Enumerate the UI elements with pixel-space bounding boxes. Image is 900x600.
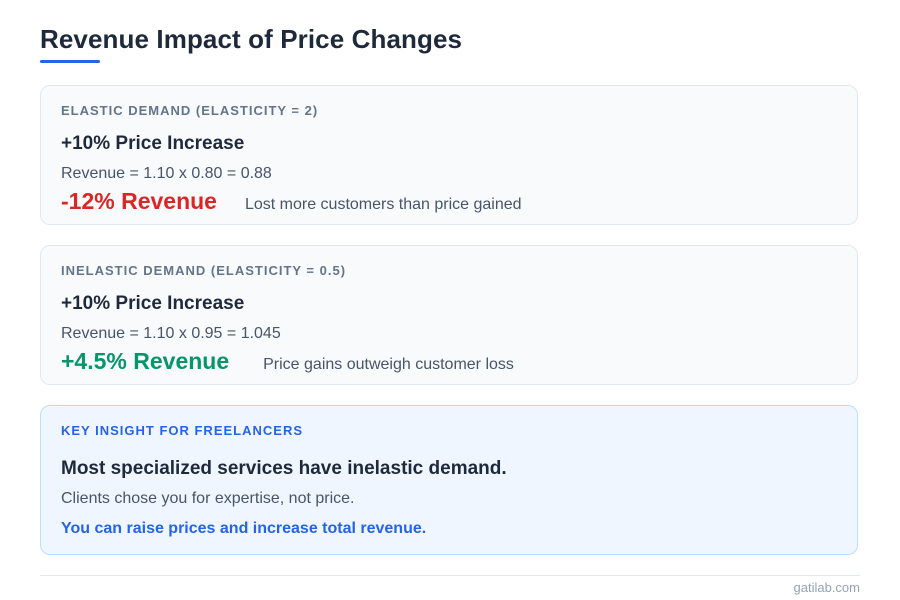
revenue-formula: Revenue = 1.10 x 0.95 = 1.045 — [61, 325, 281, 342]
revenue-formula: Revenue = 1.10 x 0.80 = 0.88 — [61, 165, 272, 182]
insight-subtext: Clients chose you for expertise, not pri… — [61, 490, 355, 507]
result-row: -12% Revenue Lost more customers than pr… — [61, 188, 522, 215]
card-heading: +10% Price Increase — [61, 293, 245, 314]
card-label: INELASTIC DEMAND (ELASTICITY = 0.5) — [61, 263, 347, 278]
insight-heading: Most specialized services have inelastic… — [61, 458, 507, 479]
revenue-result: +4.5% Revenue — [61, 348, 230, 374]
card-label: ELASTIC DEMAND (ELASTICITY = 2) — [61, 103, 319, 118]
result-note: Lost more customers than price gained — [244, 196, 522, 213]
key-insight-card: KEY INSIGHT FOR FREELANCERS Most special… — [40, 405, 858, 555]
title-underline — [40, 60, 100, 63]
result-row: +4.5% Revenue Price gains outweigh custo… — [61, 348, 514, 375]
footer-divider — [40, 575, 860, 576]
page-title: Revenue Impact of Price Changes — [40, 24, 463, 54]
insight-call-to-action: You can raise prices and increase total … — [61, 520, 427, 537]
insight-label: KEY INSIGHT FOR FREELANCERS — [61, 423, 304, 438]
result-note: Price gains outweigh customer loss — [263, 356, 514, 373]
revenue-result: -12% Revenue — [61, 188, 217, 214]
card-heading: +10% Price Increase — [61, 133, 245, 154]
elastic-demand-card: ELASTIC DEMAND (ELASTICITY = 2) +10% Pri… — [40, 85, 858, 225]
inelastic-demand-card: INELASTIC DEMAND (ELASTICITY = 0.5) +10%… — [40, 245, 858, 385]
footer-credit: gatilab.com — [793, 580, 860, 595]
